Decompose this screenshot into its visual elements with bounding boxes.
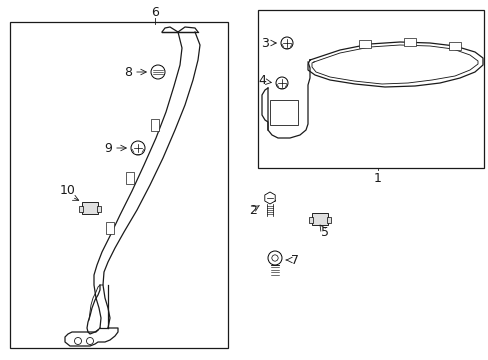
Bar: [97, 206, 101, 212]
Bar: [258, 10, 483, 168]
Text: 3: 3: [261, 36, 268, 50]
Text: 5: 5: [320, 225, 328, 239]
Bar: [311, 213, 327, 225]
Bar: [151, 119, 159, 131]
Bar: [403, 38, 415, 46]
Bar: [126, 172, 134, 184]
Bar: [358, 40, 370, 48]
Bar: [269, 100, 297, 125]
Bar: [79, 206, 83, 212]
Bar: [10, 22, 227, 348]
Bar: [82, 202, 98, 214]
Text: 7: 7: [290, 253, 298, 266]
Text: 4: 4: [258, 73, 265, 86]
Text: 1: 1: [373, 171, 381, 185]
Bar: [448, 42, 460, 50]
Text: 10: 10: [60, 184, 76, 197]
Text: 8: 8: [124, 66, 132, 78]
Text: 2: 2: [248, 203, 256, 216]
Bar: [308, 217, 312, 223]
Bar: [326, 217, 330, 223]
Text: 6: 6: [151, 5, 159, 18]
Bar: [106, 222, 114, 234]
Text: 9: 9: [104, 141, 112, 154]
